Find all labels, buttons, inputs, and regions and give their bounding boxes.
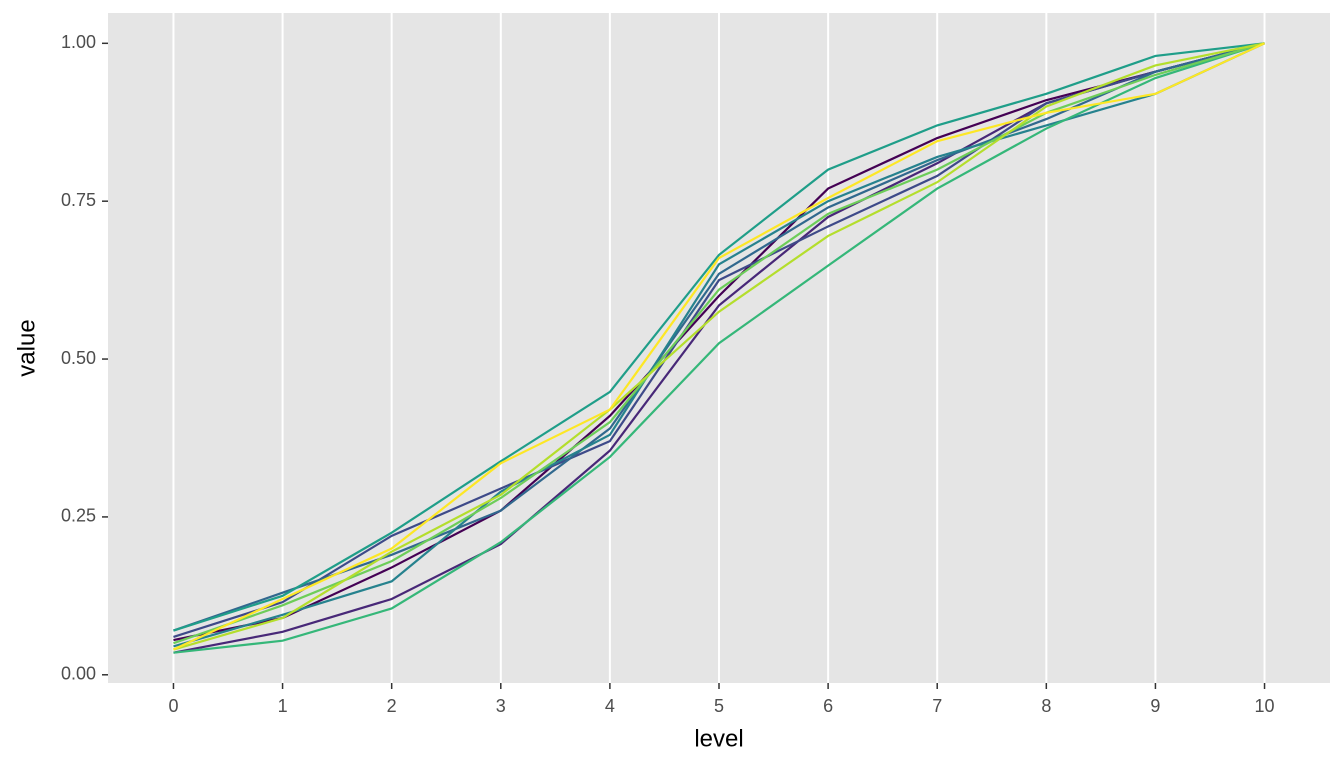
x-tick-label: 9 (1150, 696, 1160, 716)
x-tick-label: 2 (387, 696, 397, 716)
line (173, 42, 1265, 645)
x-tick-label: 4 (605, 696, 615, 716)
x-tick-label: 8 (1041, 696, 1051, 716)
x-tick-label: 3 (496, 696, 506, 716)
line (173, 42, 1265, 651)
x-axis-title: level (694, 725, 743, 752)
line (173, 42, 1265, 632)
y-tick-label: 0.00 (61, 664, 96, 684)
y-tick-label: 0.50 (61, 348, 96, 368)
y-tick-label: 0.75 (61, 190, 96, 210)
line (173, 42, 1266, 651)
line (173, 42, 1265, 642)
x-tick-label: 6 (823, 696, 833, 716)
y-axis-title: value (13, 319, 40, 376)
x-tick-label: 10 (1255, 696, 1275, 716)
x-tick-label: 7 (932, 696, 942, 716)
x-tick-label: 5 (714, 696, 724, 716)
line (173, 42, 1265, 654)
line (173, 42, 1265, 632)
y-tick-label: 1.00 (61, 32, 96, 52)
y-tick-label: 0.25 (61, 506, 96, 526)
x-tick-label: 1 (278, 696, 288, 716)
line (173, 42, 1266, 648)
x-tick-label: 0 (168, 696, 178, 716)
